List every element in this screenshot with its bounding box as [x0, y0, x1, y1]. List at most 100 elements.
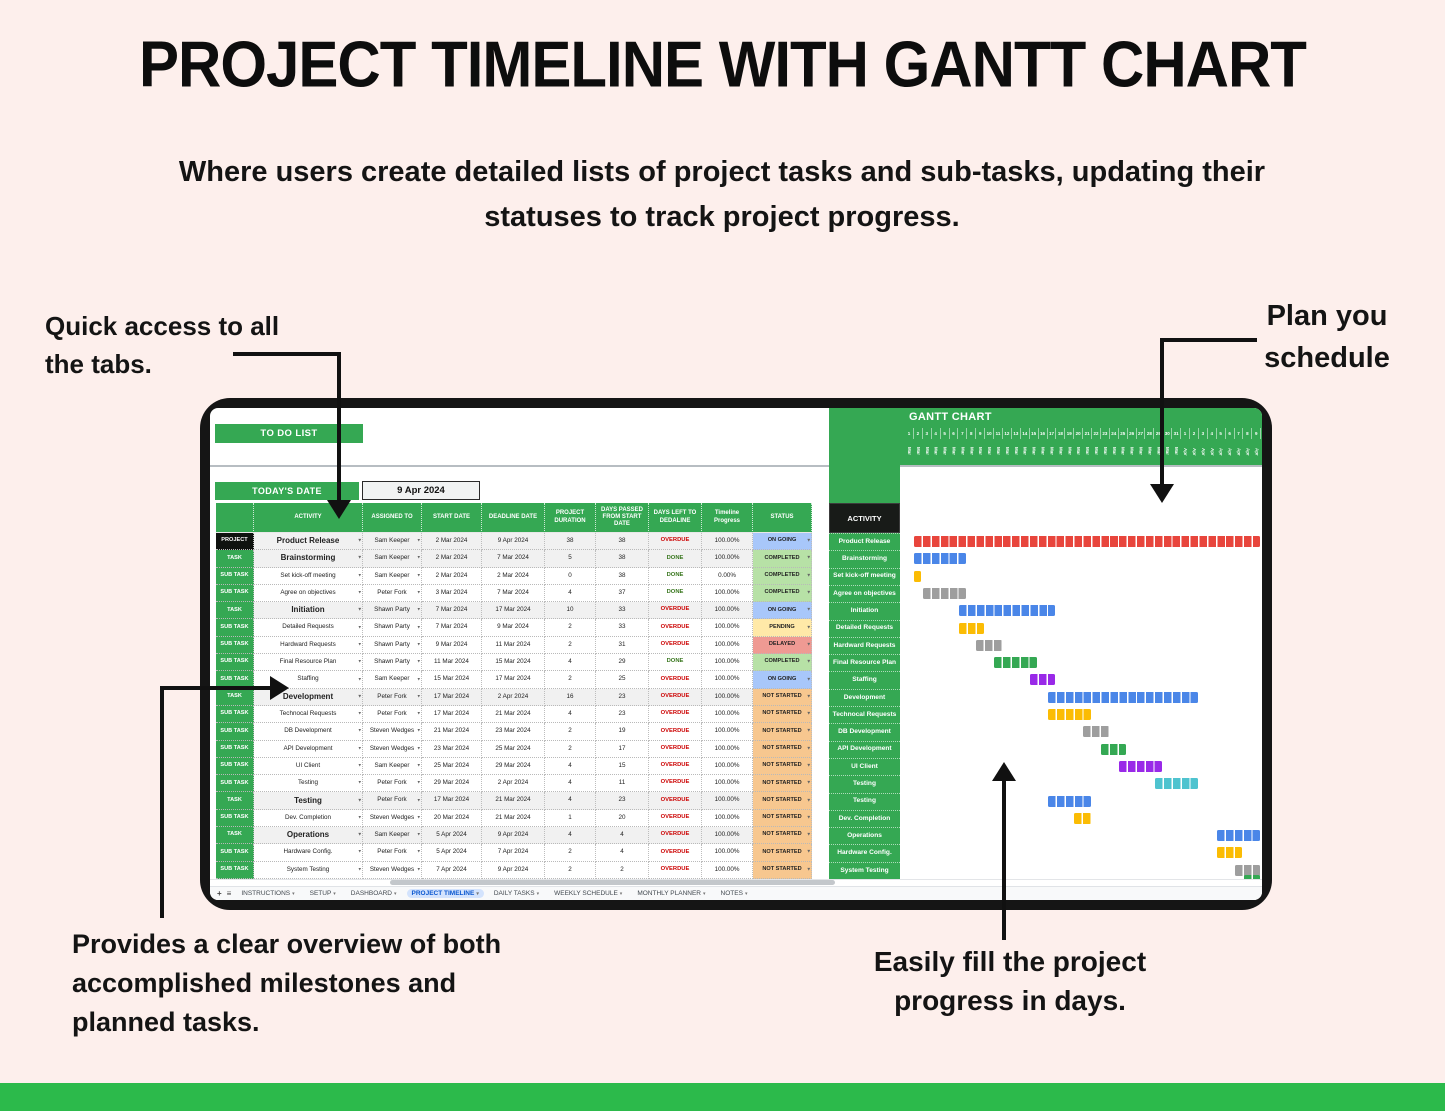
dropdown-caret-icon: ▾ — [807, 554, 810, 561]
activity-cell[interactable]: Operations ▾ — [254, 827, 363, 845]
activity-cell[interactable]: Product Release ▾ — [254, 533, 363, 551]
assigned-cell[interactable]: Peter Fork ▾ — [363, 688, 422, 706]
activity-cell[interactable]: Brainstorming ▾ — [254, 550, 363, 568]
assigned-cell[interactable]: Peter Fork ▾ — [363, 705, 422, 724]
assigned-cell[interactable]: Steven Wedges ▾ — [363, 861, 422, 879]
gantt-month-label: Mar — [951, 447, 957, 456]
activity-cell[interactable]: System Testing ▾ — [254, 861, 363, 879]
status-cell[interactable]: COMPLETED ▾ — [753, 584, 812, 603]
days-passed-cell: 20 — [596, 809, 649, 828]
status-cell[interactable]: NOT STARTED ▾ — [753, 792, 812, 810]
all-sheets-menu-icon[interactable]: ≡ — [226, 889, 232, 898]
status-cell[interactable]: PENDING ▾ — [753, 619, 812, 637]
status-cell[interactable]: DELAYED ▾ — [753, 636, 812, 655]
assigned-cell[interactable]: Peter Fork ▾ — [363, 844, 422, 862]
sheet-tab-instructions[interactable]: INSTRUCTIONS ▾ — [241, 890, 295, 897]
gantt-title: GANTT CHART — [909, 411, 992, 423]
todo-list-button[interactable]: TO DO LIST — [215, 424, 363, 443]
activity-cell[interactable]: Final Resource Plan ▾ — [254, 654, 363, 672]
assigned-cell[interactable]: Peter Fork ▾ — [363, 775, 422, 793]
status-cell[interactable]: ON GOING ▾ — [753, 671, 812, 689]
activity-cell[interactable]: UI Client ▾ — [254, 757, 363, 776]
sheet-tab-dashboard[interactable]: DASHBOARD ▾ — [350, 890, 397, 897]
activity-cell[interactable]: Detailed Requests ▾ — [254, 619, 363, 637]
dropdown-caret-icon: ▾ — [417, 710, 420, 717]
start-date-cell: 11 Mar 2024 — [422, 654, 482, 672]
assigned-cell[interactable]: Shawn Party ▾ — [363, 654, 422, 672]
dropdown-caret-icon: ▾ — [358, 831, 361, 838]
sheet-tab-setup[interactable]: SETUP ▾ — [309, 890, 336, 897]
days-left-cell: OVERDUE — [649, 792, 702, 810]
status-cell[interactable]: NOT STARTED ▾ — [753, 740, 812, 758]
annotation-overview: Provides a clear overview of both accomp… — [72, 929, 502, 1038]
assigned-cell[interactable]: Steven Wedges ▾ — [363, 723, 422, 741]
status-cell[interactable]: COMPLETED ▾ — [753, 567, 812, 585]
gantt-day-label: 4 — [1208, 428, 1217, 439]
assigned-cell[interactable]: Shawn Party ▾ — [363, 619, 422, 637]
start-date-cell: 2 Mar 2024 — [422, 550, 482, 568]
assigned-cell[interactable]: Peter Fork ▾ — [363, 792, 422, 810]
todays-date-value[interactable]: 9 Apr 2024 — [362, 481, 480, 500]
status-cell[interactable]: NOT STARTED ▾ — [753, 861, 812, 879]
activity-cell[interactable]: Technocal Requests ▾ — [254, 705, 363, 724]
dropdown-caret-icon: ▾ — [807, 848, 810, 855]
progress-cell: 100.00% — [702, 533, 753, 551]
assigned-cell[interactable]: Shawn Party ▾ — [363, 602, 422, 620]
status-cell[interactable]: NOT STARTED ▾ — [753, 827, 812, 845]
gantt-bar — [1029, 674, 1056, 686]
status-cell[interactable]: COMPLETED ▾ — [753, 550, 812, 568]
status-cell[interactable]: NOT STARTED ▾ — [753, 723, 812, 741]
gantt-month-label: Mar — [1031, 447, 1037, 456]
assigned-cell[interactable]: Shawn Party ▾ — [363, 636, 422, 655]
sheet-tab-weekly-schedule[interactable]: WEEKLY SCHEDULE ▾ — [554, 890, 623, 897]
activity-cell[interactable]: Agree on objectives ▾ — [254, 584, 363, 603]
status-cell[interactable]: ON GOING ▾ — [753, 602, 812, 620]
start-date-cell: 2 Mar 2024 — [422, 567, 482, 585]
gantt-month-label: Mar — [1013, 447, 1019, 456]
gantt-bar — [1217, 830, 1261, 842]
status-cell[interactable]: NOT STARTED ▾ — [753, 809, 812, 828]
activity-cell[interactable]: Dev. Completion ▾ — [254, 809, 363, 828]
status-cell[interactable]: NOT STARTED ▾ — [753, 844, 812, 862]
scrollbar-thumb[interactable] — [390, 880, 835, 885]
assigned-cell[interactable]: Sam Keeper ▾ — [363, 550, 422, 568]
gantt-bar — [1047, 795, 1091, 807]
sheet-tab-project-timeline[interactable]: PROJECT TIMELINE ▾ — [406, 889, 484, 898]
activity-cell[interactable]: Hardware Config. ▾ — [254, 844, 363, 862]
assigned-cell[interactable]: Peter Fork ▾ — [363, 584, 422, 603]
progress-cell: 0.00% — [702, 567, 753, 585]
status-cell[interactable]: NOT STARTED ▾ — [753, 775, 812, 793]
activity-cell[interactable]: Initiation ▾ — [254, 602, 363, 620]
assigned-cell[interactable]: Sam Keeper ▾ — [363, 533, 422, 551]
days-passed-cell: 2 — [596, 861, 649, 879]
activity-cell[interactable]: Hardward Requests ▾ — [254, 636, 363, 655]
sheet-tab-daily-tasks[interactable]: DAILY TASKS ▾ — [493, 890, 540, 897]
activity-cell[interactable]: API Development ▾ — [254, 740, 363, 758]
assigned-cell[interactable]: Steven Wedges ▾ — [363, 809, 422, 828]
activity-cell[interactable]: Set kick-off meeting ▾ — [254, 567, 363, 585]
gantt-day-label: 4 — [932, 428, 941, 439]
gantt-day-label: 25 — [1119, 428, 1128, 439]
assigned-cell[interactable]: Sam Keeper ▾ — [363, 757, 422, 776]
status-cell[interactable]: COMPLETED ▾ — [753, 654, 812, 672]
dropdown-caret-icon: ▾ — [807, 745, 810, 752]
add-sheet-icon[interactable]: + — [217, 889, 222, 898]
assigned-cell[interactable]: Steven Wedges ▾ — [363, 740, 422, 758]
assigned-cell[interactable]: Sam Keeper ▾ — [363, 827, 422, 845]
sheet-tab-monthly-planner[interactable]: MONTHLY PLANNER ▾ — [637, 890, 706, 897]
activity-cell[interactable]: Testing ▾ — [254, 775, 363, 793]
assigned-cell[interactable]: Sam Keeper ▾ — [363, 567, 422, 585]
status-cell[interactable]: NOT STARTED ▾ — [753, 688, 812, 706]
status-cell[interactable]: NOT STARTED ▾ — [753, 757, 812, 776]
duration-cell: 4 — [545, 792, 596, 810]
assigned-cell[interactable]: Sam Keeper ▾ — [363, 671, 422, 689]
status-cell[interactable]: ON GOING ▾ — [753, 533, 812, 551]
activity-cell[interactable]: Testing ▾ — [254, 792, 363, 810]
activity-cell[interactable]: DB Development ▾ — [254, 723, 363, 741]
status-cell[interactable]: NOT STARTED ▾ — [753, 705, 812, 724]
days-left-cell: DONE — [649, 654, 702, 672]
progress-cell: 100.00% — [702, 775, 753, 793]
gantt-day-label: 7 — [1235, 428, 1244, 439]
row-type-cell: SUB TASK — [216, 654, 254, 672]
sheet-tab-notes[interactable]: NOTES ▾ — [720, 890, 748, 897]
